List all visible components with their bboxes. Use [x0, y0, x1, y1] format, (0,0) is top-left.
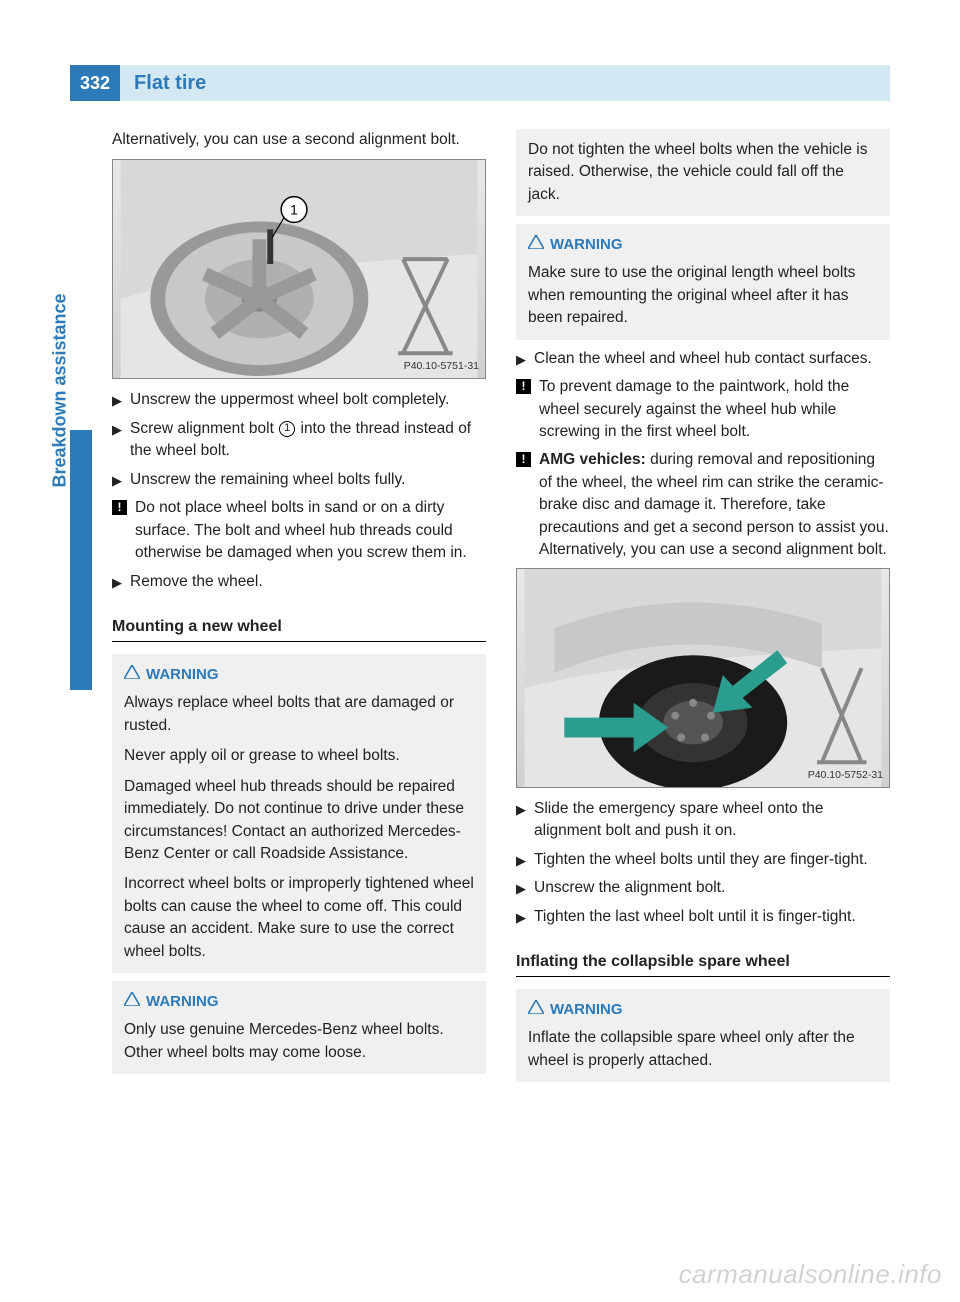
step-item: ▶ Clean the wheel and wheel hub contact s…: [516, 348, 890, 370]
intro-text: Alternatively, you can use a second alig…: [112, 129, 486, 151]
manual-page: Breakdown assistance 332 Flat tire Alter…: [0, 0, 960, 1302]
step-item: ▶ Unscrew the remaining wheel bolts fully…: [112, 469, 486, 491]
warning-triangle-icon: [124, 991, 140, 1013]
warning-label: WARNING: [146, 664, 219, 686]
step-text: Remove the wheel.: [130, 571, 263, 593]
warning-triangle-icon: [528, 234, 544, 256]
caution-icon: !: [516, 452, 531, 467]
wheel-diagram-1: 1: [113, 160, 485, 378]
warning-box-cont: Do not tighten the wheel bolts when the …: [516, 129, 890, 216]
figure-spare-wheel-mount: P40.10-5752-31: [516, 568, 890, 788]
content-columns: Alternatively, you can use a second alig…: [70, 129, 890, 1090]
note-text: AMG vehicles: during removal and reposit…: [539, 449, 890, 561]
step-marker-icon: ▶: [112, 571, 122, 593]
step-item: ▶Slide the emergency spare wheel onto th…: [516, 798, 890, 843]
figure-wheel-alignment-bolt: 1 P40.10-5751-31: [112, 159, 486, 379]
figure-caption-1: P40.10-5751-31: [404, 359, 479, 374]
step-item: ▶ Tighten the last wheel bolt until it is…: [516, 906, 890, 928]
side-tab-label: Breakdown assistance: [50, 261, 71, 521]
warning-box: WARNING Only use genuine Mercedes-Benz w…: [112, 981, 486, 1074]
page-header: 332 Flat tire: [70, 65, 890, 101]
note-text: To prevent damage to the paintwork, hold…: [539, 376, 890, 443]
section-heading-mounting: Mounting a new wheel: [112, 615, 486, 642]
wheel-diagram-2: [517, 569, 889, 787]
step-text: Screw alignment bolt 1 into the thread i…: [130, 418, 486, 463]
caution-icon: !: [516, 379, 531, 394]
step-item: ▶ Remove the wheel.: [112, 571, 486, 593]
section-heading-inflating: Inflating the collapsible spare wheel: [516, 950, 890, 977]
note-text: Do not place wheel bolts in sand or on a…: [135, 497, 486, 564]
step-text: Slide the emergency spare wheel onto the…: [534, 798, 890, 843]
warning-triangle-icon: [528, 999, 544, 1021]
step-marker-icon: ▶: [516, 877, 526, 899]
watermark-text: carmanualsonline.info: [679, 1259, 942, 1290]
warning-label: WARNING: [550, 999, 623, 1021]
step-marker-icon: ▶: [112, 418, 122, 463]
page-number: 332: [70, 65, 120, 101]
step-item: ▶Screw alignment bolt 1 into the thread …: [112, 418, 486, 463]
step-text: Tighten the last wheel bolt until it is …: [534, 906, 856, 928]
warning-header: WARNING: [124, 664, 474, 686]
step-marker-icon: ▶: [516, 348, 526, 370]
warning-text: Incorrect wheel bolts or improperly tigh…: [124, 873, 474, 963]
figure-caption-2: P40.10-5752-31: [808, 768, 883, 783]
warning-box: WARNING Inflate the collapsible spare wh…: [516, 989, 890, 1082]
caution-note: ! Do not place wheel bolts in sand or on …: [112, 497, 486, 564]
warning-text: Make sure to use the original length whe…: [528, 262, 878, 329]
page-title: Flat tire: [120, 65, 890, 101]
caution-note: ! AMG vehicles: during removal and reposi…: [516, 449, 890, 561]
step-text: Unscrew the alignment bolt.: [534, 877, 725, 899]
callout-number: 1: [290, 202, 298, 218]
step-marker-icon: ▶: [112, 389, 122, 411]
step-text: Tighten the wheel bolts until they are f…: [534, 849, 868, 871]
step-item: ▶ Tighten the wheel bolts until they are …: [516, 849, 890, 871]
step-text: Unscrew the remaining wheel bolts fully.: [130, 469, 405, 491]
caution-note: ! To prevent damage to the paintwork, hol…: [516, 376, 890, 443]
warning-label: WARNING: [550, 234, 623, 256]
right-column: Do not tighten the wheel bolts when the …: [516, 129, 890, 1090]
warning-text: Never apply oil or grease to wheel bolts…: [124, 745, 474, 767]
step-marker-icon: ▶: [516, 906, 526, 928]
step-text: Unscrew the uppermost wheel bolt complet…: [130, 389, 449, 411]
warning-header: WARNING: [528, 234, 878, 256]
warning-header: WARNING: [528, 999, 878, 1021]
warning-text: Damaged wheel hub threads should be repa…: [124, 776, 474, 866]
warning-text: Always replace wheel bolts that are dama…: [124, 692, 474, 737]
warning-label: WARNING: [146, 991, 219, 1013]
circled-callout: 1: [279, 421, 295, 437]
caution-icon: !: [112, 500, 127, 515]
step-marker-icon: ▶: [516, 849, 526, 871]
warning-text: Only use genuine Mercedes-Benz wheel bol…: [124, 1019, 474, 1064]
step-item: ▶ Unscrew the uppermost wheel bolt comple…: [112, 389, 486, 411]
side-tab-bar: [70, 430, 92, 690]
step-marker-icon: ▶: [516, 798, 526, 843]
warning-text: Do not tighten the wheel bolts when the …: [528, 139, 878, 206]
warning-triangle-icon: [124, 664, 140, 686]
left-column: Alternatively, you can use a second alig…: [112, 129, 486, 1090]
warning-header: WARNING: [124, 991, 474, 1013]
step-text: Clean the wheel and wheel hub contact su…: [534, 348, 872, 370]
step-item: ▶ Unscrew the alignment bolt.: [516, 877, 890, 899]
amg-label: AMG vehicles:: [539, 451, 646, 468]
warning-box: WARNING Always replace wheel bolts that …: [112, 654, 486, 973]
warning-box: WARNING Make sure to use the original le…: [516, 224, 890, 339]
step-marker-icon: ▶: [112, 469, 122, 491]
warning-text: Inflate the collapsible spare wheel only…: [528, 1027, 878, 1072]
